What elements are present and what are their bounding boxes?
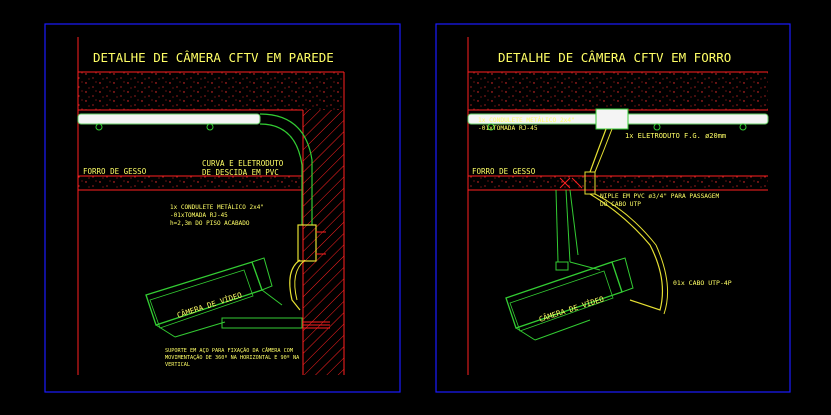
right-camera-label: CÂMERA DE VÍDEO <box>538 294 606 324</box>
left-curve-label-2: DE DESCIDA EM PVC <box>202 168 279 177</box>
left-support-line-3: VERTICAL <box>165 362 190 368</box>
right-nipple-line-2: DO CABO UTP <box>600 201 641 208</box>
left-ceiling <box>78 176 303 190</box>
left-wall <box>303 110 344 375</box>
left-condulete <box>297 224 317 262</box>
right-cond-line-2: -01xTOMADA RJ-45 <box>478 125 538 132</box>
right-cable-label: 01x CABO UTP-4P <box>673 279 732 287</box>
left-support-line-1: SUPORTE EM AÇO PARA FIXAÇÃO DA CÂMERA CO… <box>165 347 293 354</box>
right-nipple-line-1: NIPLE EM PVC ø3/4" PARA PASSAGEM <box>600 193 719 200</box>
right-panel: DETALHE DE CÂMERA CFTV EM FORRO <box>435 23 791 393</box>
right-condulete <box>595 108 629 130</box>
right-frame <box>435 23 791 393</box>
left-frame <box>44 23 401 393</box>
left-slab <box>78 72 344 110</box>
right-cond-line-1: 1x CONDULETE METÁLICO 2x4" <box>478 115 575 124</box>
right-ceiling-label: FORRO DE GESSO <box>472 167 536 176</box>
right-conduit-label: 1x ELETRODUTO F.G. ø20mm <box>625 132 726 140</box>
left-cond-line-2: -01xTOMADA RJ-45 <box>170 212 228 219</box>
right-slab <box>468 72 768 110</box>
right-ceiling <box>468 176 768 190</box>
left-conduit <box>77 113 261 125</box>
left-support-line-2: MOVIMENTAÇÃO DE 360º NA HORIZONTAL E 90º… <box>165 354 300 361</box>
left-cond-line-1: 1x CONDULETE METÁLICO 2x4" <box>170 204 264 211</box>
right-title: DETALHE DE CÂMERA CFTV EM FORRO <box>498 50 731 65</box>
left-curve-label-1: CURVA E ELETRODUTO <box>202 159 284 168</box>
left-title: DETALHE DE CÂMERA CFTV EM PAREDE <box>93 50 334 65</box>
left-panel: DETALHE DE CÂMERA CFTV EM PAREDE <box>44 23 401 393</box>
left-camera-label: CÂMERA DE VÍDEO <box>176 290 244 320</box>
left-camera: CÂMERA DE VÍDEO <box>145 257 303 338</box>
right-camera: CÂMERA DE VÍDEO <box>505 257 634 341</box>
left-ceiling-label: FORRO DE GESSO <box>83 167 147 176</box>
left-cond-line-3: h=2,3m DO PISO ACABADO <box>170 220 250 227</box>
